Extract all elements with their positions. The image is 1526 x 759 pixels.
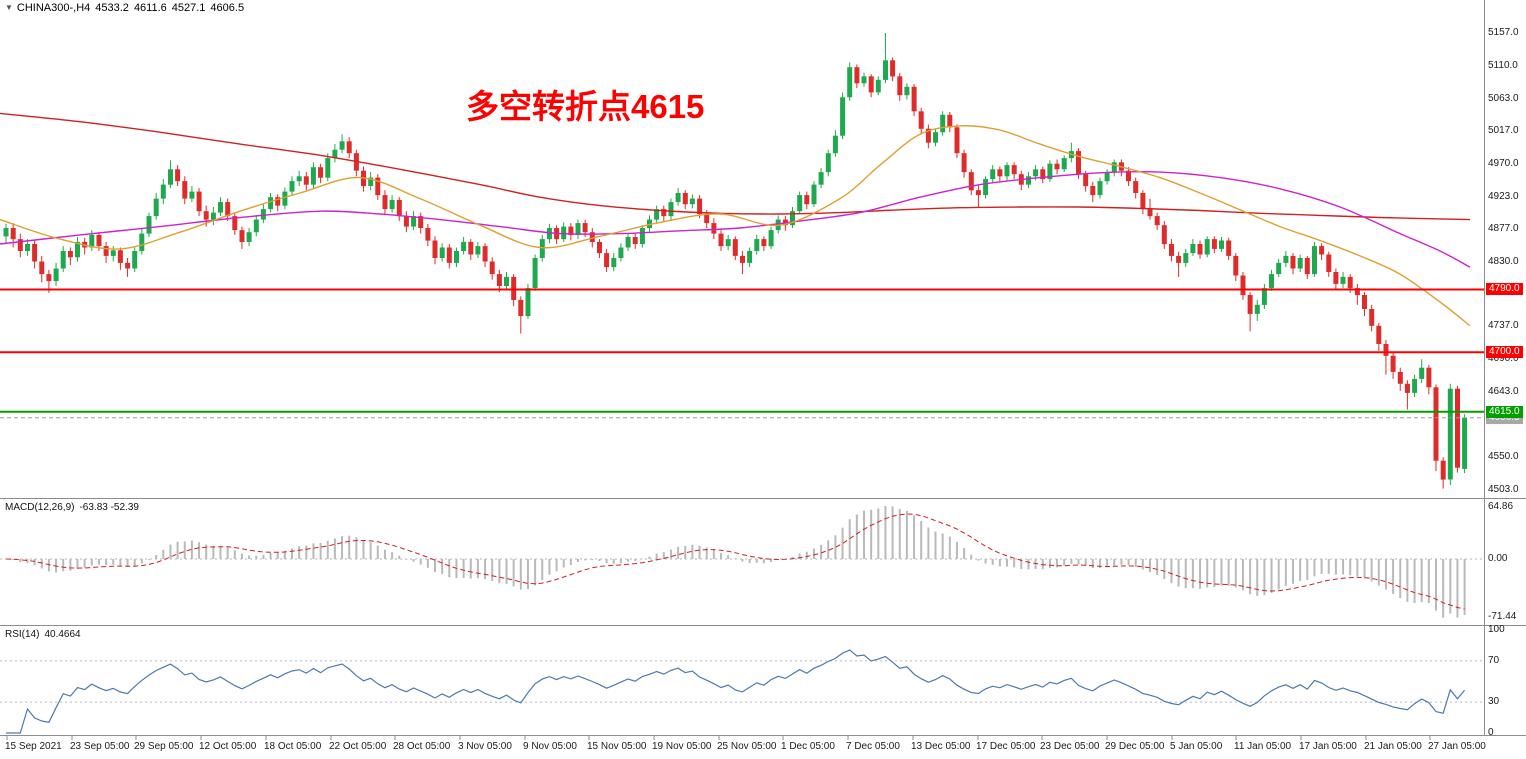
time-tick-1 Dec 05:00: 1 Dec 05:00 <box>781 741 835 752</box>
resistance-4790-badge: 4790.0 <box>1486 283 1523 295</box>
time-tick-27 Jan 05:00: 27 Jan 05:00 <box>1428 741 1486 752</box>
candles <box>3 33 1468 489</box>
ma-orange-line[interactable] <box>0 125 1471 327</box>
open-value: 4533.2 <box>95 2 129 14</box>
time-tick-13 Dec 05:00: 13 Dec 05:00 <box>911 741 971 752</box>
price-tick-4877.0: 4877.0 <box>1488 223 1519 234</box>
macd-tick--71.44: -71.44 <box>1488 611 1517 622</box>
price-tick-4970.0: 4970.0 <box>1488 158 1519 169</box>
time-tick-12 Oct 05:00: 12 Oct 05:00 <box>199 741 257 752</box>
rsi-line <box>6 649 1466 734</box>
annotation-text[interactable]: 多空转折点4615 <box>466 88 705 125</box>
price-tick-4923.0: 4923.0 <box>1488 191 1519 202</box>
rsi-tick-70: 70 <box>1488 655 1500 666</box>
price-tick-4503.0: 4503.0 <box>1488 484 1519 495</box>
price-tick-4690.0: 4690.0 <box>1488 353 1519 364</box>
rsi-caption: RSI(14) <box>5 629 40 640</box>
time-tick-17 Jan 05:00: 17 Jan 05:00 <box>1299 741 1357 752</box>
time-tick-29 Sep 05:00: 29 Sep 05:00 <box>134 741 194 752</box>
time-tick-5 Jan 05:00: 5 Jan 05:00 <box>1170 741 1223 752</box>
time-tick-18 Oct 05:00: 18 Oct 05:00 <box>264 741 322 752</box>
resistance-4700-badge: 4700.0 <box>1486 346 1523 358</box>
rsi-tick-0: 0 <box>1488 727 1494 738</box>
high-value: 4611.6 <box>133 2 167 14</box>
macd-signal-line <box>5 513 1465 610</box>
time-tick-21 Jan 05:00: 21 Jan 05:00 <box>1364 741 1422 752</box>
time-tick-23 Sep 05:00: 23 Sep 05:00 <box>70 741 130 752</box>
symbol-timeframe: CHINA300-,H4 <box>16 2 91 14</box>
time-tick-23 Dec 05:00: 23 Dec 05:00 <box>1040 741 1100 752</box>
price-tick-5157.0: 5157.0 <box>1488 27 1519 38</box>
macd-tick-64.86: 64.86 <box>1488 501 1514 512</box>
low-value: 4527.1 <box>171 2 206 14</box>
price-tick-4830.0: 4830.0 <box>1488 256 1519 267</box>
ma-red-line[interactable] <box>0 112 1471 221</box>
support-4615-badge: 4615.0 <box>1486 406 1523 418</box>
price-tick-4737.0: 4737.0 <box>1488 320 1519 331</box>
macd-caption: MACD(12,26,9) <box>5 502 75 513</box>
time-tick-19 Nov 05:00: 19 Nov 05:00 <box>652 741 712 752</box>
price-tick-5110.0: 5110.0 <box>1488 60 1518 71</box>
time-tick-15 Nov 05:00: 15 Nov 05:00 <box>587 741 647 752</box>
time-tick-25 Nov 05:00: 25 Nov 05:00 <box>717 741 777 752</box>
time-tick-3 Nov 05:00: 3 Nov 05:00 <box>458 741 512 752</box>
time-tick-9 Nov 05:00: 9 Nov 05:00 <box>523 741 577 752</box>
time-tick-29 Dec 05:00: 29 Dec 05:00 <box>1105 741 1165 752</box>
expander-icon[interactable]: ▼ <box>5 3 13 12</box>
price-tick-5017.0: 5017.0 <box>1488 125 1519 136</box>
rsi-value: 40.4664 <box>44 629 81 640</box>
chart-ohlc-header: ▼ CHINA300-,H4 4533.2 4611.6 4527.1 4606.5 <box>5 2 244 14</box>
time-tick-7 Dec 05:00: 7 Dec 05:00 <box>846 741 900 752</box>
macd-values: -63.83 -52.39 <box>79 502 139 513</box>
close-value: 4606.5 <box>210 2 245 14</box>
price-tick-4643.0: 4643.0 <box>1488 386 1519 397</box>
macd-indicator-label: MACD(12,26,9) -63.83 -52.39 <box>5 502 139 513</box>
macd-tick-0.00: 0.00 <box>1488 553 1508 564</box>
rsi-indicator-label: RSI(14) 40.4664 <box>5 629 81 640</box>
time-tick-17 Dec 05:00: 17 Dec 05:00 <box>976 741 1036 752</box>
time-tick-15 Sep 2021: 15 Sep 2021 <box>5 741 62 752</box>
macd-histogram <box>12 506 1466 618</box>
rsi-tick-100: 100 <box>1488 624 1505 635</box>
price-tick-4550.0: 4550.0 <box>1488 451 1519 462</box>
rsi-tick-30: 30 <box>1488 696 1500 707</box>
time-tick-11 Jan 05:00: 11 Jan 05:00 <box>1234 741 1292 752</box>
time-tick-28 Oct 05:00: 28 Oct 05:00 <box>393 741 451 752</box>
time-tick-22 Oct 05:00: 22 Oct 05:00 <box>329 741 387 752</box>
price-tick-5063.0: 5063.0 <box>1488 93 1519 104</box>
